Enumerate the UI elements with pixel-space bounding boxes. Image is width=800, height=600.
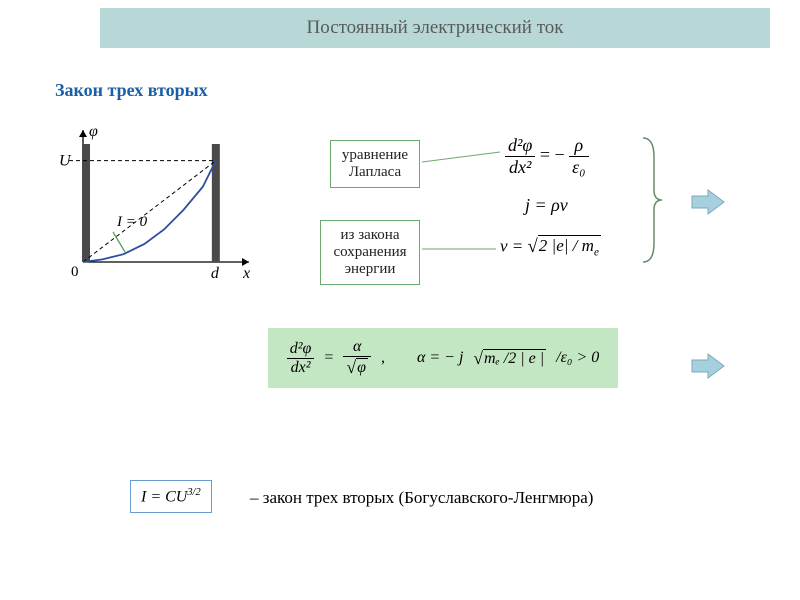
laplace-label-box: уравнение Лапласа (330, 140, 420, 188)
energy-label-line: энергии (331, 261, 409, 278)
arrow-right-icon (690, 188, 726, 216)
eq-part: α = − j (417, 349, 463, 367)
page-header: Постоянный электрический ток (100, 8, 770, 48)
eq-part: φ (356, 358, 368, 377)
svg-text:φ: φ (89, 123, 98, 140)
velocity-equation: v = √2 |е| / me (500, 235, 601, 258)
eq-part: ρ (569, 135, 588, 156)
svg-text:U: U (59, 153, 72, 170)
derived-equation-box: d²φdx² = α √φ , α = − j √mₑ /2 | e | /ε₀… (268, 328, 618, 388)
final-law-caption: – закон трех вторых (Богуславского-Ленгм… (250, 488, 593, 508)
section-heading: Закон трех вторых (55, 80, 208, 101)
svg-text:x: x (242, 265, 250, 282)
grouping-bracket (640, 135, 670, 265)
eq-part: 2 |е| / m (539, 236, 594, 255)
eq-part: dx² (287, 358, 315, 377)
page-title: Постоянный электрический ток (307, 17, 564, 39)
current-density-equation: j = ρv (525, 195, 568, 216)
chart-svg: 0 x φUd I = 0 (55, 120, 255, 290)
connector-line (422, 245, 498, 257)
eq-part: e (594, 246, 599, 258)
laplace-label-line: Лапласа (341, 164, 409, 181)
svg-text:I = 0: I = 0 (116, 214, 148, 230)
connector-line (422, 150, 502, 170)
eq-part: d²φ (505, 135, 535, 156)
laplace-equation: d²φdx² = − ρε₀ (505, 135, 589, 178)
laplace-label-line: уравнение (341, 147, 409, 164)
final-law-box: I = CU3/2 (130, 480, 212, 513)
energy-label-box: из закона сохранения энергии (320, 220, 420, 285)
eq-part: dx² (505, 156, 535, 178)
eq-part: ε₀ (569, 156, 588, 178)
svg-text:d: d (211, 265, 220, 282)
arrow-right-icon (690, 352, 726, 380)
eq-part: v = (500, 237, 523, 256)
energy-label-line: сохранения (331, 244, 409, 261)
eq-part: /ε₀ > 0 (556, 349, 599, 367)
eq-part: 3/2 (187, 487, 200, 498)
eq-part: I = CU (141, 488, 187, 505)
eq-part: d²φ (287, 340, 315, 358)
svg-text:0: 0 (71, 264, 79, 280)
eq-part: α (343, 338, 371, 356)
energy-label-line: из закона (331, 227, 409, 244)
potential-chart: 0 x φUd I = 0 (55, 120, 255, 290)
eq-part: mₑ /2 | e | (483, 349, 546, 368)
